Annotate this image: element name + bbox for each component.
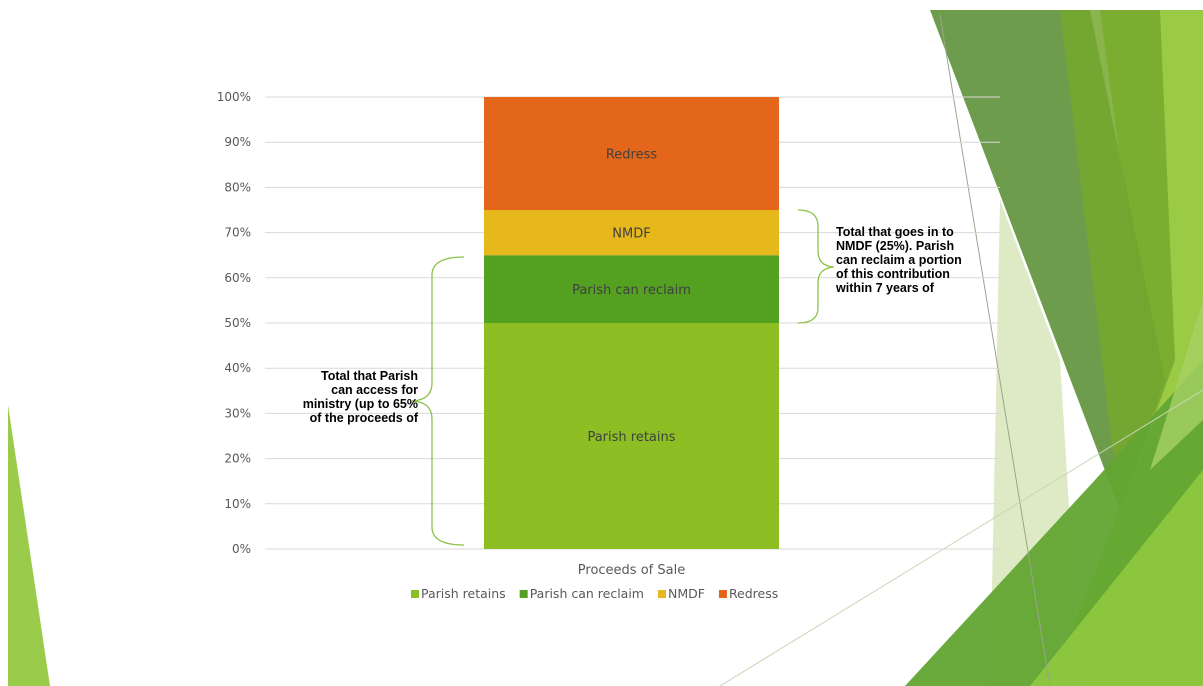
legend-label: Parish retains — [421, 586, 506, 601]
stacked-bar — [484, 97, 779, 549]
legend-swatch — [411, 590, 419, 598]
legend-label: NMDF — [668, 586, 705, 601]
y-tick-label: 0% — [232, 542, 251, 556]
bar-segment — [484, 210, 779, 256]
y-tick-label: 50% — [224, 316, 251, 330]
left-brace — [411, 256, 465, 546]
y-axis-tick-labels: 0% 10% 20% 30% 40% 50% 60% 70% 80% 90% 100% — [217, 90, 251, 556]
annotation-right: Total that goes in to NMDF (25%). Parish… — [836, 225, 962, 295]
annotation-braces — [411, 209, 835, 546]
legend: Parish retains Parish can reclaim NMDF Redr… — [411, 586, 778, 601]
legend-swatch — [519, 590, 528, 598]
legend-swatch — [718, 590, 727, 598]
legend-swatch — [657, 590, 666, 598]
bar-segment — [484, 323, 779, 549]
y-tick-label: 10% — [224, 497, 251, 511]
right-brace — [797, 209, 835, 324]
segment-label: Parish can reclaim — [572, 283, 691, 298]
decorative-shapes — [8, 10, 1203, 686]
x-category-label: Proceeds of Sale — [578, 563, 685, 578]
y-tick-label: 80% — [224, 180, 251, 194]
y-tick-label: 20% — [224, 452, 251, 466]
annotation-left: Total that Parish can access for ministr… — [302, 369, 418, 425]
bar-segment — [484, 255, 779, 323]
bar-segment — [484, 97, 779, 210]
y-tick-label: 90% — [224, 135, 251, 149]
x-axis-category-labels: Proceeds of Sale — [578, 563, 685, 578]
y-tick-label: 60% — [224, 271, 251, 285]
segment-label: NMDF — [612, 227, 650, 242]
segment-labels: Parish retains Parish can reclaim NMDF Redr… — [572, 148, 691, 446]
legend-label: Redress — [729, 586, 778, 601]
y-tick-label: 70% — [224, 226, 251, 240]
segment-label: Parish retains — [587, 430, 675, 445]
y-tick-label: 30% — [224, 406, 251, 420]
legend-label: Parish can reclaim — [530, 586, 644, 601]
y-tick-label: 40% — [224, 361, 251, 375]
y-tick-label: 100% — [217, 90, 251, 104]
segment-label: Redress — [606, 148, 658, 163]
